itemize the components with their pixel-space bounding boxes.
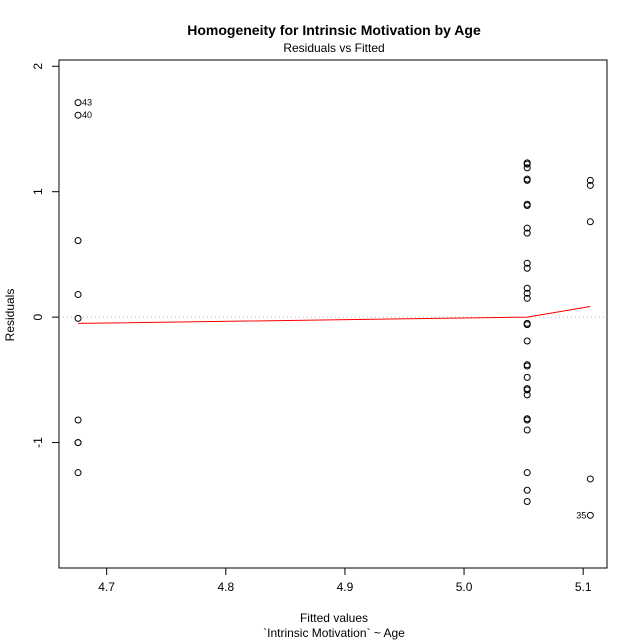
data-point — [523, 160, 531, 168]
data-point — [586, 181, 594, 189]
data-point — [523, 416, 531, 424]
data-point — [523, 486, 531, 494]
data-point — [523, 373, 531, 381]
y-tick-label: 2 — [31, 63, 45, 70]
y-tick-label: 1 — [31, 188, 45, 195]
outlier-label: 40 — [82, 110, 92, 120]
data-point — [523, 202, 531, 210]
data-point — [523, 229, 531, 237]
data-point — [523, 294, 531, 302]
point-labels-layer: 43 40 35 — [82, 98, 586, 521]
data-point — [74, 291, 82, 299]
data-point — [523, 259, 531, 267]
data-point — [74, 469, 82, 477]
y-tick-label: 0 — [31, 313, 45, 320]
chart-title: Homogeneity for Intrinsic Motivation by … — [187, 22, 481, 38]
data-point — [586, 176, 594, 184]
chart-subtitle: Residuals vs Fitted — [283, 41, 384, 55]
smooth-line-layer — [78, 305, 591, 324]
data-point — [586, 218, 594, 226]
x-axis-sublabel: `Intrinsic Motivation` ~ Age — [263, 626, 405, 640]
data-point — [74, 237, 82, 245]
data-point — [523, 386, 531, 394]
data-point — [523, 362, 531, 370]
data-point — [74, 314, 82, 322]
data-point — [523, 284, 531, 292]
x-tick-label: 5.1 — [575, 580, 592, 594]
data-point — [523, 224, 531, 232]
data-point — [523, 164, 531, 172]
smooth-line — [78, 305, 591, 324]
data-point — [523, 264, 531, 272]
data-point — [523, 469, 531, 477]
data-point — [523, 426, 531, 434]
x-tick-label: 4.9 — [337, 580, 354, 594]
x-axis-ticks: 4.7 4.8 4.9 5.0 5.1 — [98, 568, 592, 594]
points-layer — [74, 99, 594, 519]
x-tick-label: 4.8 — [217, 580, 234, 594]
data-point — [74, 111, 82, 119]
data-point — [523, 289, 531, 297]
outlier-label: 43 — [82, 98, 92, 108]
x-tick-label: 4.7 — [98, 580, 115, 594]
x-axis-label: Fitted values — [300, 611, 368, 625]
data-point — [74, 99, 82, 107]
y-axis-ticks: -1 0 1 2 — [31, 63, 59, 448]
x-tick-label: 5.0 — [456, 580, 473, 594]
data-point — [523, 391, 531, 399]
data-point — [74, 416, 82, 424]
data-point — [74, 439, 82, 447]
data-point — [586, 511, 594, 519]
data-point — [586, 475, 594, 483]
y-axis-label: Residuals — [3, 289, 17, 342]
outlier-label: 35 — [576, 510, 586, 520]
data-point — [523, 337, 531, 345]
data-point — [523, 321, 531, 329]
y-tick-label: -1 — [31, 437, 45, 448]
plot-frame — [58, 59, 608, 569]
data-point — [523, 176, 531, 184]
data-point — [523, 498, 531, 506]
